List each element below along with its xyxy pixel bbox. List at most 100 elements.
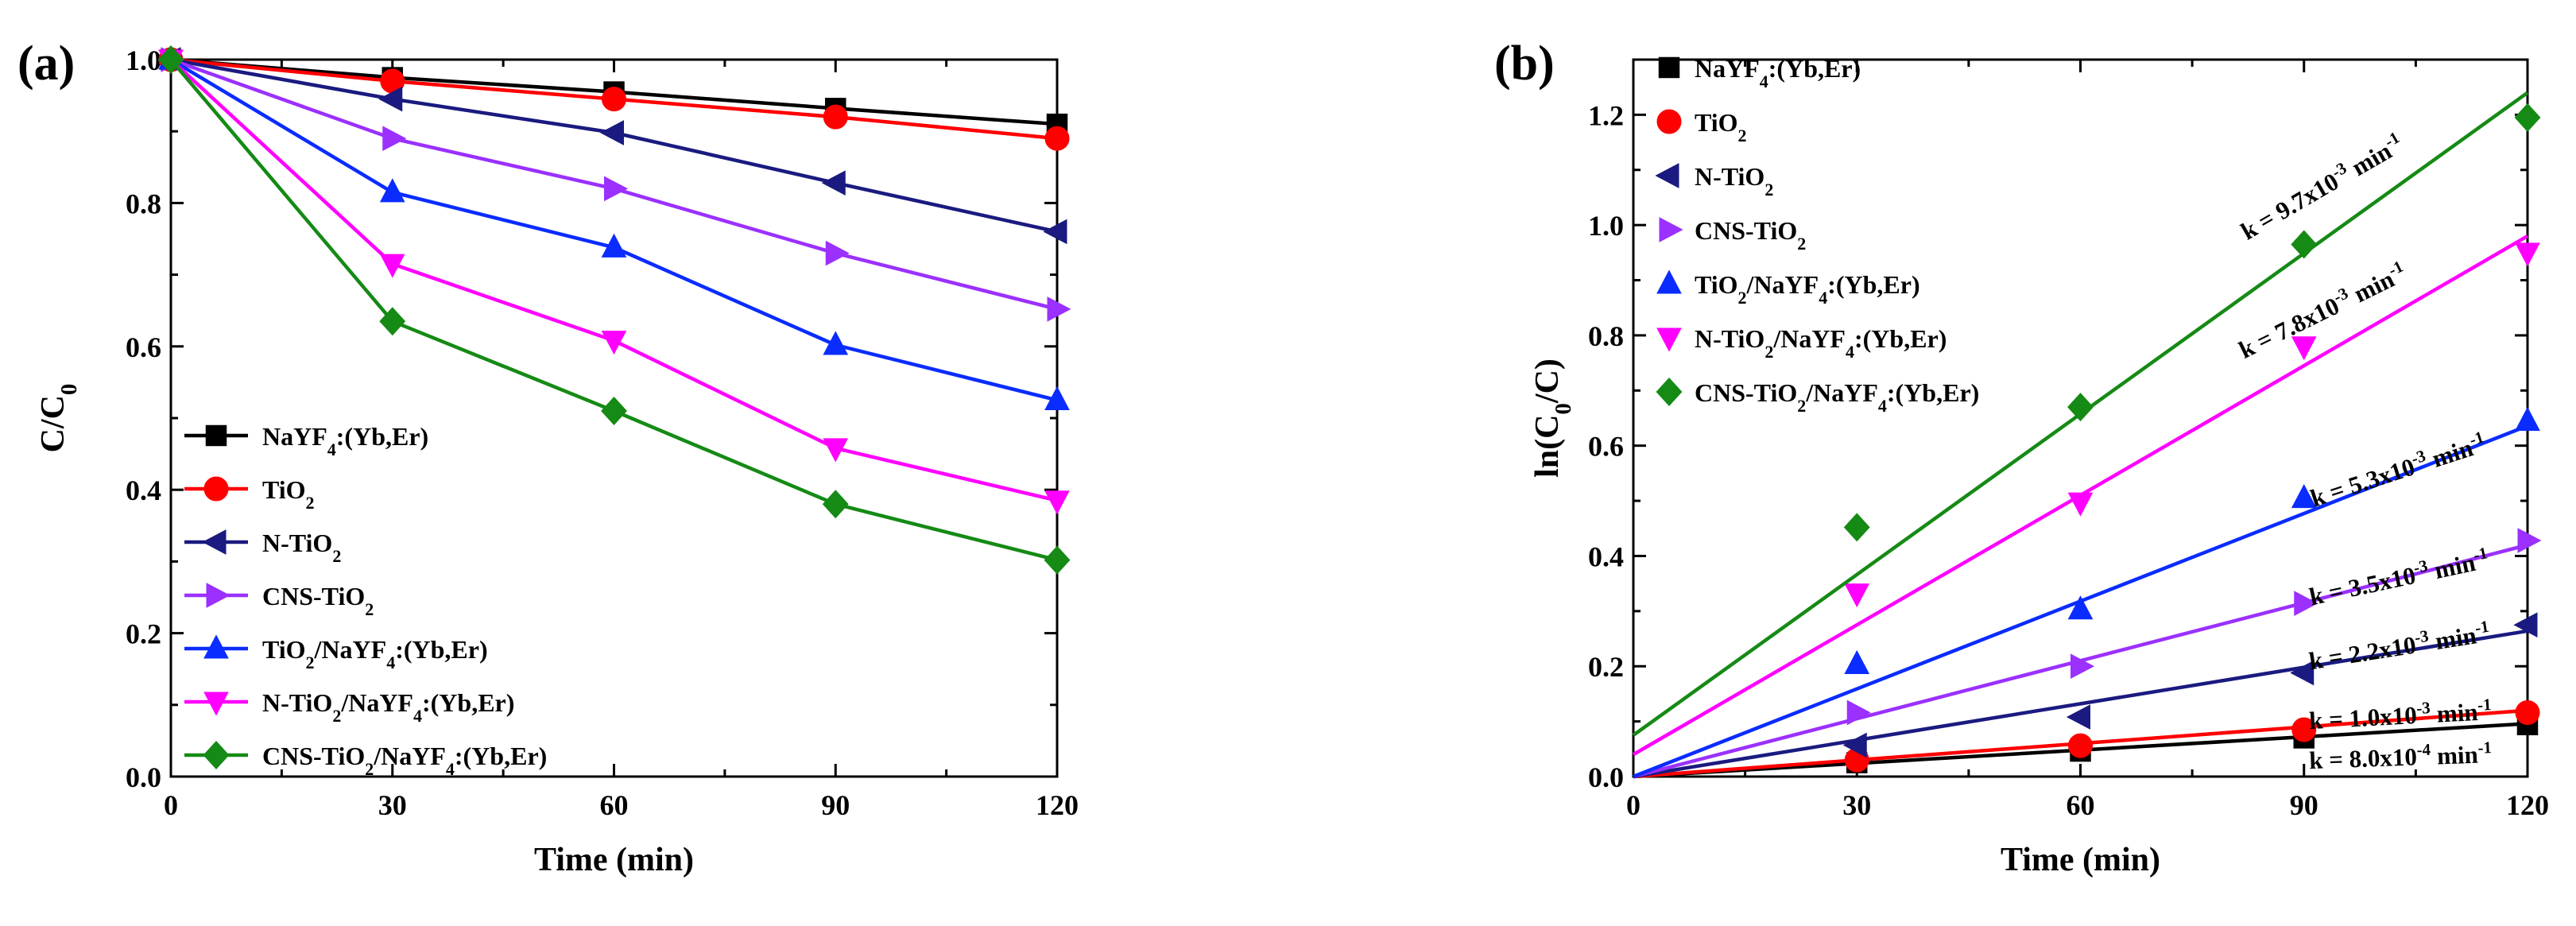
legend-label: TiO2/NaYF4:(Yb,Er) [262,635,488,672]
data-point [1043,219,1067,245]
legend-label-part: TiO [262,635,306,664]
data-point [2067,595,2094,620]
legend-label-part: 2 [332,706,341,726]
legend-marker [205,424,227,447]
panel-label: (b) [1494,37,1555,91]
rate-constant-annotation: k = 8.0x10-4 min-1 [2309,738,2493,774]
y-tick-label: 0.4 [126,475,161,506]
rate-constant-annotation-part: -3 [2416,698,2431,718]
data-point [822,490,849,519]
legend-marker [202,529,227,555]
data-point [2066,704,2090,730]
data-point [378,86,403,112]
panel-b: (b) 0 30 60 90 120 0.0 0.2 0.4 0.6 0.8 1.0 1.2 Time (… [1494,37,2549,878]
rate-constant-annotation-part: -1 [2472,543,2489,564]
data-point [602,87,626,112]
legend-label: N-TiO2/NaYF4:(Yb,Er) [262,688,514,726]
legend-label-part: CNS-TiO [262,582,365,610]
legend-item: N-TiO2 [184,529,341,566]
data-point [2517,528,2542,553]
legend-item: N-TiO2/NaYF4:(Yb,Er) [184,688,514,726]
legend-label: TiO2 [262,475,315,513]
data-point [1044,545,1071,575]
legend-label: N-TiO2/NaYF4:(Yb,Er) [1695,324,1947,362]
y-tick-label: 0.0 [126,761,161,793]
legend-label-part: 2 [332,546,341,566]
panel-a: (a) 0 30 60 90 120 0.0 0.2 0.4 0.6 0.8 1.0 Time (min… [17,37,1079,878]
legend-label-part: CNS-TiO [262,742,365,770]
y-axis-title: C/C0 [35,384,82,453]
series-s2 [158,47,1070,151]
legend-label-part: N-TiO [262,688,332,717]
legend-item: CNS-TiO2/NaYF4:(Yb,Er) [1656,378,1979,416]
data-point [1842,732,1867,758]
legend-label: CNS-TiO2 [1695,216,1806,254]
legend-item: CNS-TiO2/NaYF4:(Yb,Er) [184,741,547,779]
legend-item: N-TiO2/NaYF4:(Yb,Er) [1656,324,1947,362]
rate-constant-annotation: k = 9.7x10-3 min-1 [2235,128,2408,246]
y-axis-title-part: 0 [56,384,82,396]
y-tick-label: 0.8 [126,188,161,219]
legend-label: TiO2/NaYF4:(Yb,Er) [1695,270,1920,308]
legend-label-part: 2 [365,599,374,619]
data-point [1844,583,1870,608]
legend-item: CNS-TiO2 [184,582,374,619]
data-point [1047,296,1071,322]
legend-label-part: 2 [306,653,315,672]
data-point [2291,717,2317,742]
rate-constant-annotation: k = 2.2x10-3 min-1 [2307,617,2492,676]
rate-constant-annotation-part: min [2431,741,2479,770]
legend-label-part: 4 [386,653,395,672]
data-point [2515,700,2540,726]
data-point [1843,513,1870,542]
data-point [825,240,850,266]
data-point [382,126,407,152]
legend-item: TiO2 [1656,108,1747,145]
legend-label-part: :(Yb,Er) [1887,378,1979,407]
legend-item: NaYF4:(Yb,Er) [184,422,428,459]
legend-item: CNS-TiO2 [1659,216,1806,254]
legend-label-part: 4 [1846,342,1854,362]
legend-label-part: 4 [327,440,336,459]
legend-label: CNS-TiO2/NaYF4:(Yb,Er) [1695,378,1979,416]
data-point [2514,103,2541,132]
legend-label-part: :(Yb,Er) [1768,54,1861,83]
legend-label-part: :(Yb,Er) [336,422,428,451]
data-point [604,176,629,202]
legend-marker [1655,163,1679,188]
legend-label-part: NaYF [262,422,327,451]
y-tick-label: 0.6 [126,331,161,363]
data-point [599,120,624,145]
data-point [379,178,405,203]
legend-label: NaYF4:(Yb,Er) [1695,54,1861,91]
rate-constant-annotation-part: k = 2.2x10 [2307,630,2418,675]
data-point [601,233,627,258]
data-point [2515,406,2540,431]
rate-constant-annotation-part: -3 [2411,556,2429,577]
data-point [823,438,849,463]
legend-marker [203,634,229,659]
x-tick-label: 30 [378,789,407,821]
data-point [823,331,849,355]
x-tick-label: 90 [821,789,850,821]
legend-marker [1656,378,1683,406]
y-tick-label: 0.6 [1588,431,1624,463]
x-tick-label: 30 [1842,789,1871,821]
legend-label-part: /NaYF [314,635,387,664]
legend-label-part: 4 [1760,72,1768,91]
legend-label: N-TiO2 [262,529,341,566]
legend-label-part: 2 [1764,342,1773,362]
legend-marker [203,476,229,502]
legend-marker [1659,217,1683,242]
legend-label-part: CNS-TiO [1695,378,1797,407]
y-tick-label: 0.4 [1588,540,1624,572]
legend-label-part: TiO [1695,270,1738,299]
rate-constant-annotation: k = 7.8x10-3 min-1 [2233,257,2411,364]
y-axis-title-part: 0 [1551,403,1576,415]
data-point [2068,733,2093,758]
y-tick-label: 0.2 [1588,651,1624,683]
legend-label-part: 4 [1878,396,1887,416]
legend-label: NaYF4:(Yb,Er) [262,422,428,459]
data-point [379,254,405,278]
